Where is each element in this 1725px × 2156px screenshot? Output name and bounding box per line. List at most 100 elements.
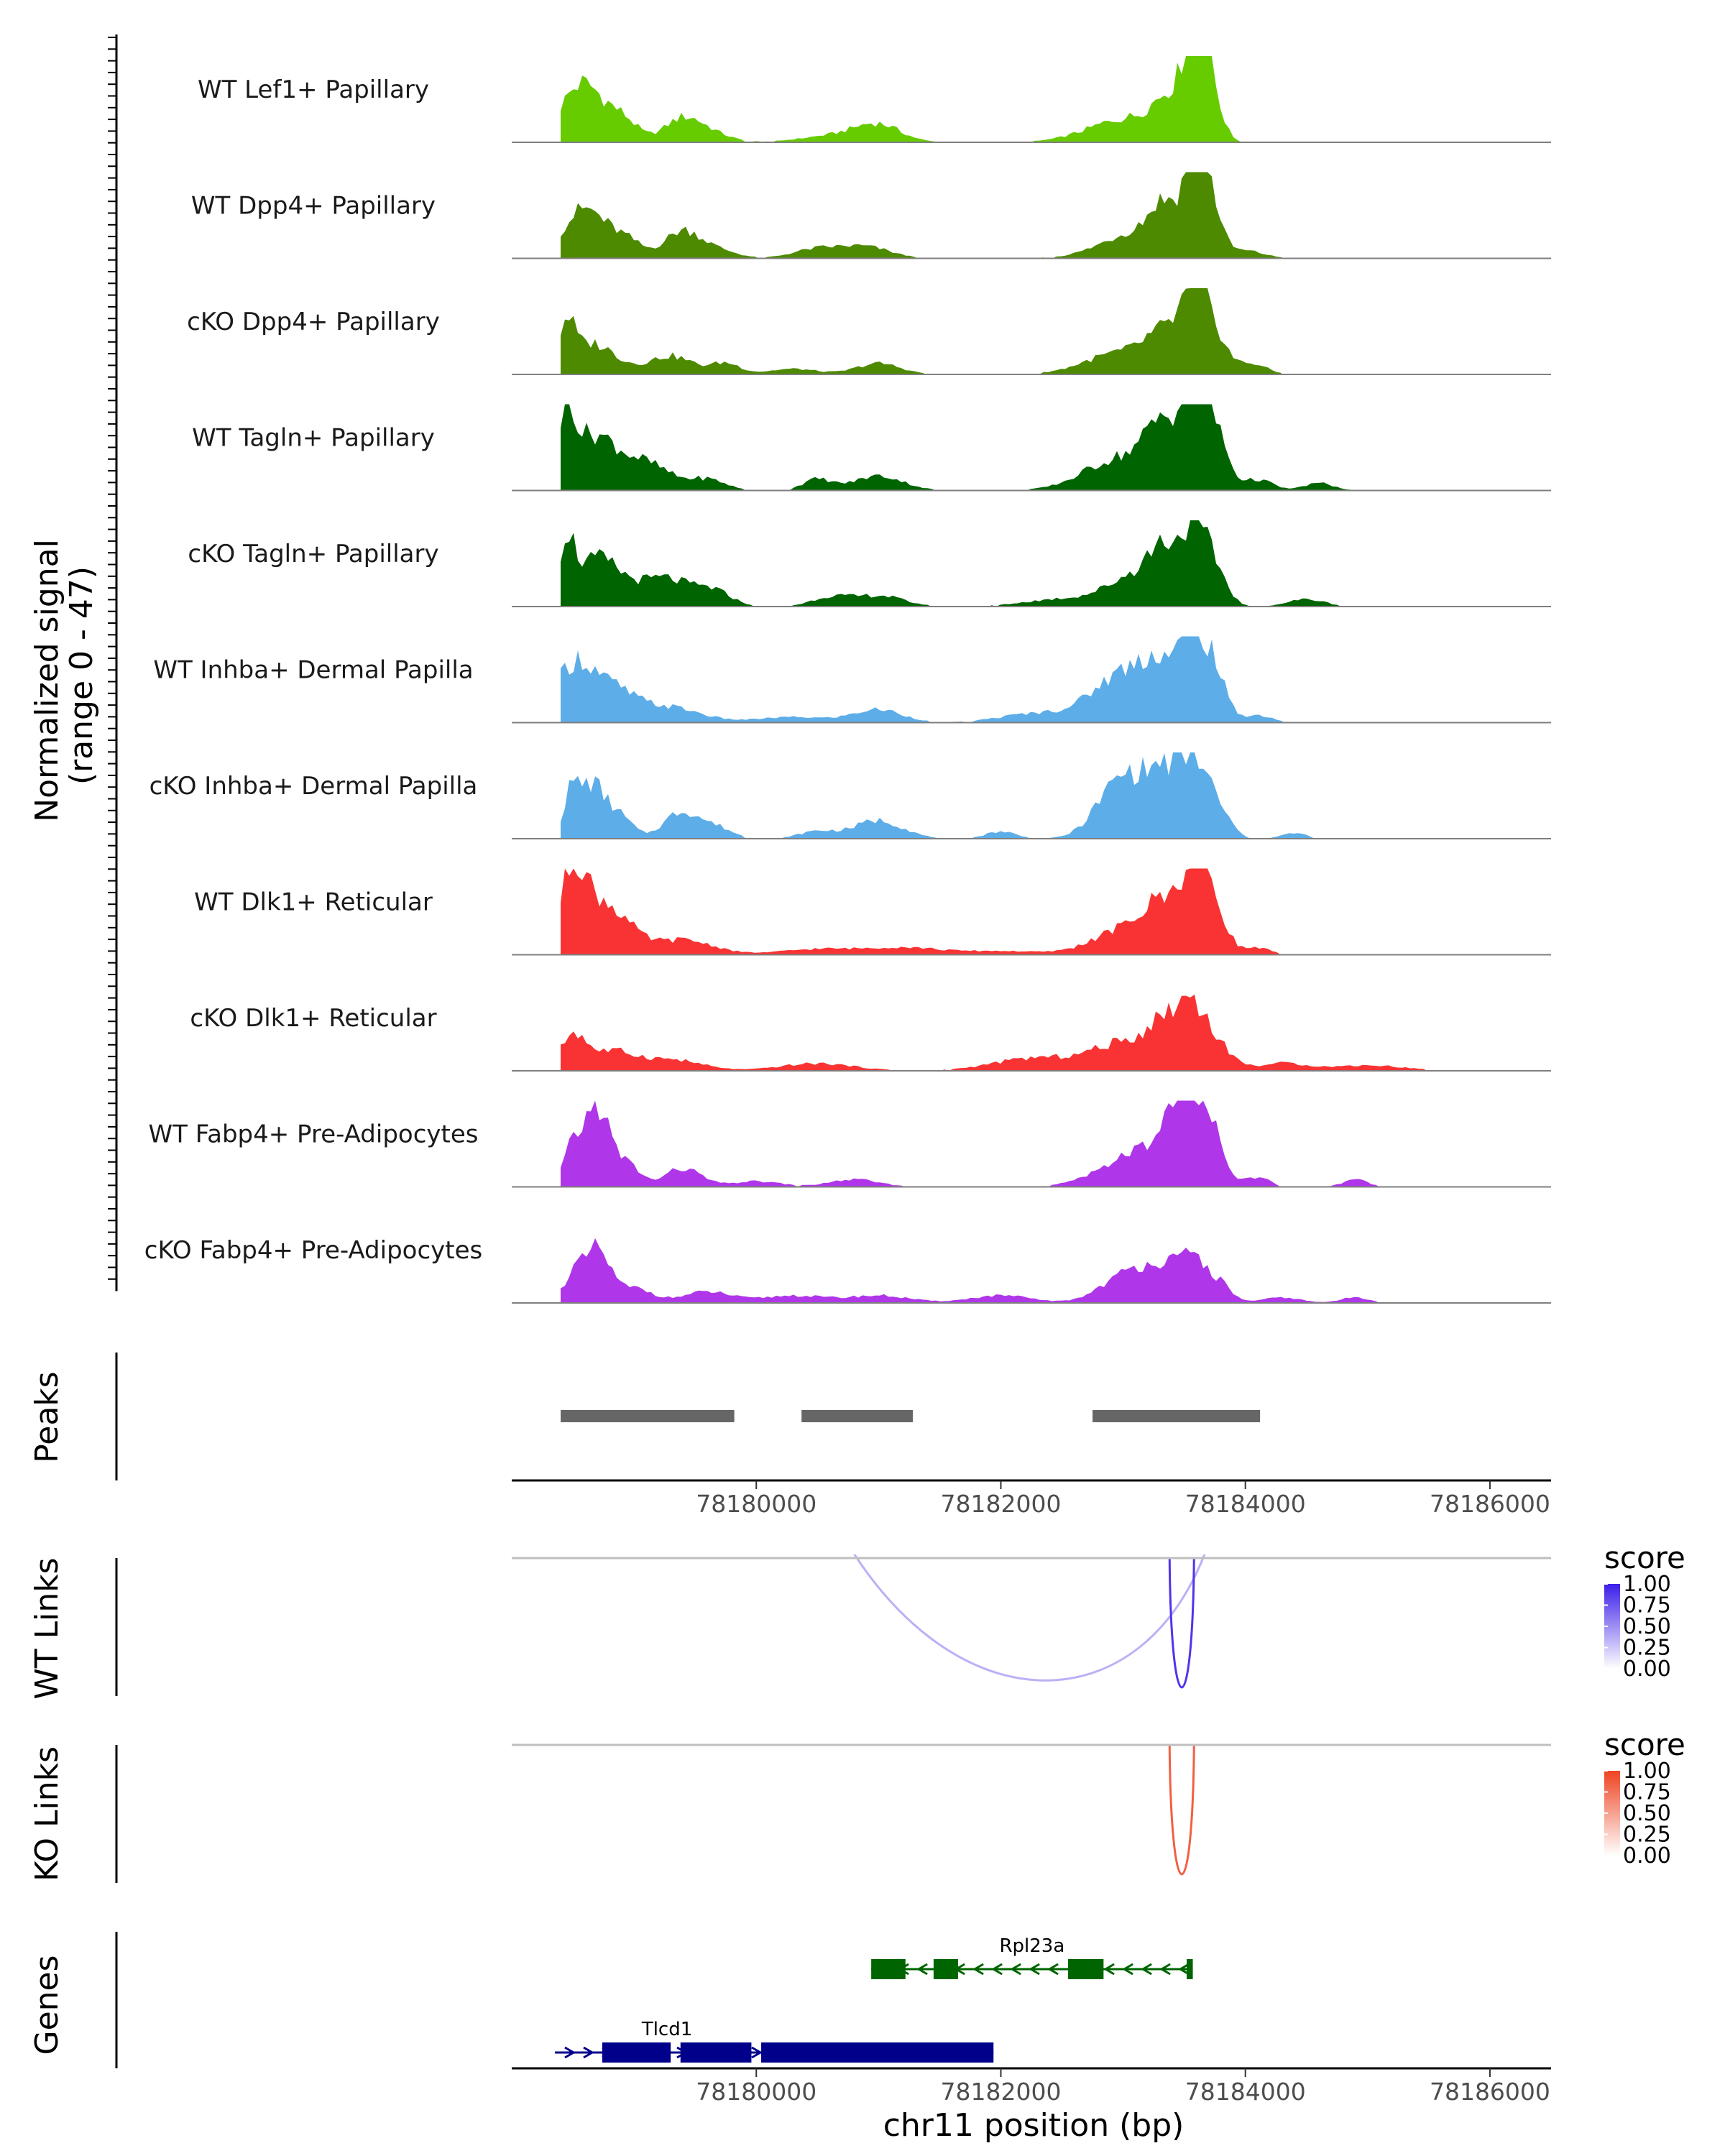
coverage-track: cKO Dpp4+ Papillary bbox=[187, 288, 1551, 375]
top-x-tick-label: 78180000 bbox=[696, 1490, 816, 1518]
strand-arrow bbox=[583, 2046, 594, 2059]
coverage-track: WT Dlk1+ Reticular bbox=[194, 868, 1551, 956]
legend-tick-label: 1.00 bbox=[1623, 1572, 1671, 1597]
strand-arrow bbox=[1047, 1963, 1059, 1976]
coverage-track: WT Lef1+ Papillary bbox=[198, 56, 1551, 143]
gene-name-label: Rpl23a bbox=[999, 1935, 1064, 1957]
strand-arrow bbox=[1103, 1963, 1115, 1976]
top-x-tick-label: 78184000 bbox=[1185, 1490, 1306, 1518]
strand-arrow bbox=[1029, 1963, 1040, 1976]
gene-model: Tlcd1 bbox=[555, 2019, 994, 2063]
coverage-track-label: cKO Dlk1+ Reticular bbox=[190, 1004, 436, 1033]
coverage-area bbox=[561, 56, 1478, 142]
coverage-area bbox=[561, 288, 1282, 374]
strand-arrow bbox=[564, 2046, 576, 2059]
coverage-area bbox=[561, 868, 1343, 955]
legend-title: score bbox=[1604, 1540, 1685, 1575]
gene-exon bbox=[1187, 1959, 1193, 1979]
coverage-area bbox=[561, 172, 1307, 259]
coverage-area bbox=[561, 994, 1490, 1071]
peak-bar bbox=[561, 1410, 735, 1422]
bottom-x-tick-label: 78186000 bbox=[1430, 2078, 1550, 2106]
bottom-x-tick-label: 78182000 bbox=[940, 2078, 1061, 2106]
coverage-panel: WT Lef1+ Papillary WT Dpp4+ Papillary cKO … bbox=[108, 34, 1551, 1304]
strand-arrow bbox=[916, 1963, 928, 1976]
coverage-y-axis-label: Normalized signal (range 0 - 47) bbox=[29, 529, 100, 822]
top-x-tick-label: 78186000 bbox=[1430, 1490, 1550, 1518]
coverage-track-label: WT Fabp4+ Pre-Adipocytes bbox=[149, 1120, 479, 1149]
legend-colorbar bbox=[1604, 1771, 1620, 1856]
peaks-panel: Peaks bbox=[29, 1353, 1261, 1480]
coverage-track-label: cKO Dpp4+ Papillary bbox=[187, 308, 440, 336]
coverage-track-label: WT Dpp4+ Papillary bbox=[191, 192, 436, 221]
coverage-area bbox=[561, 752, 1392, 839]
gene-exon bbox=[1068, 1959, 1104, 1979]
legend-tick-label: 0.00 bbox=[1623, 1843, 1671, 1869]
coverage-track: cKO Fabp4+ Pre-Adipocytes bbox=[144, 1236, 1551, 1304]
legend-tick-label: 0.75 bbox=[1623, 1593, 1671, 1618]
legend-tick-label: 1.00 bbox=[1623, 1759, 1671, 1784]
gene-exon bbox=[761, 2042, 994, 2063]
link-arc bbox=[853, 1554, 1206, 1682]
coverage-track: WT Dpp4+ Papillary bbox=[191, 172, 1551, 259]
legend-tick-label: 0.50 bbox=[1623, 1614, 1671, 1639]
coverage-area bbox=[561, 636, 1356, 723]
strand-arrow bbox=[751, 2046, 763, 2059]
bottom-x-tick-label: 78180000 bbox=[696, 2078, 816, 2106]
coverage-track-label: WT Inhba+ Dermal Papilla bbox=[153, 656, 473, 685]
legend-tick-label: 0.25 bbox=[1623, 1823, 1671, 1848]
y-label-line-1: Normalized signal bbox=[29, 539, 65, 822]
gene-model: Rpl23a bbox=[871, 1935, 1193, 1979]
legend-tick-label: 0.50 bbox=[1623, 1801, 1671, 1826]
x-axis-title: chr11 position (bp) bbox=[883, 2107, 1184, 2144]
coverage-area bbox=[561, 1238, 1380, 1303]
coverage-track-label: WT Dlk1+ Reticular bbox=[194, 888, 433, 917]
strand-arrow bbox=[1141, 1963, 1152, 1976]
link-arc bbox=[1168, 1557, 1195, 1689]
gene-name-label: Tlcd1 bbox=[641, 2019, 692, 2040]
coverage-track: WT Tagln+ Papillary bbox=[192, 404, 1551, 492]
strand-arrow bbox=[1010, 1963, 1021, 1976]
peak-bar bbox=[1092, 1410, 1261, 1422]
gene-exon bbox=[602, 2042, 671, 2063]
x-axis-top: 78180000 78182000 78184000 78186000 bbox=[512, 1479, 1551, 1518]
legend-colorbar bbox=[1604, 1584, 1620, 1669]
y-label-line-2: (range 0 - 47) bbox=[63, 566, 100, 785]
link-arc bbox=[1168, 1744, 1195, 1876]
strand-arrow bbox=[1178, 1963, 1190, 1976]
legend-tick-label: 0.00 bbox=[1623, 1657, 1671, 1682]
coverage-track: cKO Dlk1+ Reticular bbox=[190, 994, 1551, 1072]
genes-track-label: Genes bbox=[29, 1955, 65, 2055]
coverage-area bbox=[561, 404, 1356, 491]
links-track-label: WT Links bbox=[29, 1557, 65, 1699]
links-track-label: KO Links bbox=[29, 1746, 65, 1881]
strand-arrow bbox=[1159, 1963, 1171, 1976]
coverage-track-label: WT Tagln+ Papillary bbox=[192, 424, 435, 453]
peak-bar bbox=[801, 1410, 913, 1422]
genes-panel: Genes Rpl23a Tlcd1 bbox=[29, 1932, 1193, 2068]
coverage-track: cKO Inhba+ Dermal Papilla bbox=[150, 752, 1551, 839]
gene-exon bbox=[933, 1959, 958, 1979]
legend-title: score bbox=[1604, 1727, 1685, 1762]
coverage-area bbox=[561, 520, 1490, 607]
top-x-tick-label: 78182000 bbox=[940, 1490, 1061, 1518]
gene-exon bbox=[680, 2042, 752, 2063]
legend-tick-label: 0.75 bbox=[1623, 1780, 1671, 1805]
strand-arrow bbox=[991, 1963, 1003, 1976]
coverage-track-label: cKO Tagln+ Papillary bbox=[188, 540, 438, 568]
bottom-x-tick-label: 78184000 bbox=[1185, 2078, 1306, 2106]
coverage-area bbox=[561, 1100, 1380, 1187]
coverage-track-label: cKO Fabp4+ Pre-Adipocytes bbox=[144, 1236, 483, 1265]
coverage-track: WT Inhba+ Dermal Papilla bbox=[153, 636, 1551, 724]
x-axis-bottom: 78180000 78182000 78184000 78186000 bbox=[512, 2067, 1551, 2106]
legend-tick-label: 0.25 bbox=[1623, 1636, 1671, 1661]
gene-exon bbox=[871, 1959, 906, 1979]
links-arcs bbox=[1168, 1744, 1195, 1876]
coverage-track: WT Fabp4+ Pre-Adipocytes bbox=[149, 1100, 1551, 1188]
